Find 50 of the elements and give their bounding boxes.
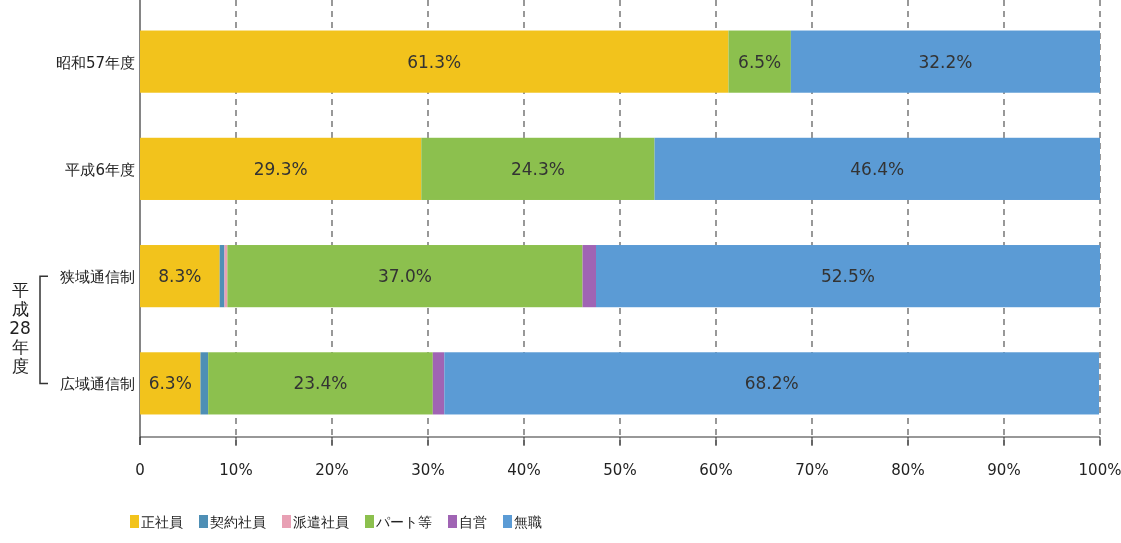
legend-label: 無職	[514, 514, 542, 530]
x-tick-label: 60%	[699, 461, 733, 479]
legend-label: パート等	[375, 514, 432, 530]
bar	[140, 352, 201, 415]
x-tick-label: 80%	[891, 461, 925, 479]
legend-label: 派遣社員	[293, 514, 349, 530]
data-label: 8.3%	[158, 266, 202, 287]
x-tick-label: 40%	[507, 461, 541, 479]
data-label: 29.3%	[253, 158, 308, 179]
x-tick-label: 90%	[987, 461, 1021, 479]
data-label: 46.4%	[850, 158, 905, 179]
bar	[444, 352, 1100, 415]
bar	[790, 30, 1100, 93]
data-label: 6.5%	[738, 51, 782, 72]
x-tick-label: 30%	[411, 461, 445, 479]
data-label: 23.4%	[293, 373, 348, 394]
bar	[654, 137, 1100, 200]
x-tick-label: 10%	[219, 461, 253, 479]
data-label: 6.3%	[148, 373, 192, 394]
bar	[224, 245, 228, 308]
bar	[200, 352, 209, 415]
legend-label: 正社員	[141, 514, 183, 530]
legend-label: 契約社員	[210, 514, 266, 530]
data-label: 68.2%	[744, 373, 799, 394]
legend-label: 自営	[459, 514, 487, 530]
y-tick-label: 狭域通信制	[60, 268, 135, 287]
x-tick-label: 50%	[603, 461, 637, 479]
y-tick-label: 平成6年度	[65, 160, 135, 179]
x-tick-label: 0	[135, 461, 145, 479]
x-tick-label: 100%	[1078, 461, 1121, 479]
bar	[596, 245, 1100, 308]
y-tick-label: 広域通信制	[60, 375, 135, 394]
bar	[140, 137, 422, 200]
y-tick-label: 昭和57年度	[55, 53, 135, 72]
data-label: 24.3%	[510, 158, 565, 179]
x-tick-label: 70%	[795, 461, 829, 479]
bar	[208, 352, 433, 415]
bar	[728, 30, 791, 93]
data-label: 52.5%	[820, 266, 876, 287]
bar	[432, 352, 445, 415]
data-label: 61.3%	[407, 51, 462, 72]
bar	[227, 245, 583, 308]
text: 平成28年度	[9, 280, 31, 377]
bar	[421, 137, 655, 200]
x-tick-label: 20%	[315, 461, 349, 479]
bar	[140, 30, 729, 93]
bar	[140, 245, 220, 308]
data-label: 32.2%	[918, 51, 973, 72]
data-label: 37.0%	[377, 266, 432, 287]
bar	[582, 245, 596, 308]
